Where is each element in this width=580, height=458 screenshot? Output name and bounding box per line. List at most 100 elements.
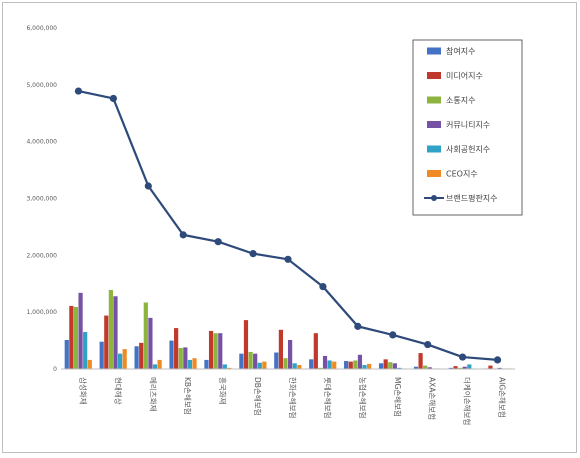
legend-label: 미디어지수: [446, 71, 483, 81]
bar: [148, 317, 153, 369]
bar: [174, 328, 179, 369]
y-tick-label: 5,000,000: [26, 82, 57, 89]
y-axis: 0 1,000,000 2,000,000 3,000,000 4,000,000 5,0…: [26, 25, 57, 373]
x-tick-label: AIG손해보험: [498, 377, 508, 418]
x-tick-label: 메리츠화재: [148, 377, 157, 412]
bar: [448, 367, 454, 369]
line-point: [214, 238, 222, 246]
bar: [262, 361, 267, 369]
x-tick-label: DB손해보험: [253, 377, 263, 416]
bar: [388, 362, 393, 369]
bar: [348, 361, 353, 369]
bar: [453, 366, 458, 369]
legend-swatch: [427, 170, 441, 177]
line-point: [354, 322, 362, 330]
legend-label: 브랜드평판지수: [446, 193, 498, 203]
bar: [297, 365, 302, 369]
bar: [353, 360, 358, 369]
line-point: [144, 182, 152, 190]
x-tick-label: AXA손해보험: [428, 377, 438, 420]
x-axis: 삼성화재 현대해상 메리츠화재 KB손해보험 흥국화재 DB손해보험 한화손해보험 롯데손해보…: [61, 368, 515, 425]
y-tick-label: 2,000,000: [26, 252, 57, 259]
bar: [204, 359, 209, 369]
line-point: [109, 94, 117, 103]
bar: [397, 367, 402, 369]
bar: [104, 315, 109, 369]
bar-series-group: [64, 290, 511, 369]
bar: [318, 367, 323, 369]
x-tick-label: KB손해보험: [183, 377, 193, 415]
legend-label: 사회공헌지수: [446, 145, 490, 154]
x-tick-label: 롯데손해보험: [323, 377, 333, 418]
bar: [344, 361, 349, 369]
legend-swatch: [427, 121, 441, 128]
chart-frame: 0 1,000,000 2,000,000 3,000,000 4,000,000 5,0…: [2, 2, 577, 453]
bar: [427, 367, 432, 369]
bar: [117, 353, 123, 369]
bar: [362, 365, 367, 369]
bar: [423, 365, 428, 369]
bar: [208, 330, 214, 369]
x-tick-label: 더케이손해보험: [463, 377, 473, 425]
x-tick-label: 흥국화재: [218, 377, 228, 405]
bar: [467, 364, 472, 369]
legend-swatch: [427, 72, 441, 79]
bar: [213, 333, 218, 369]
y-tick-label: 0: [53, 366, 57, 373]
bar: [313, 333, 318, 369]
bar: [332, 361, 337, 369]
legend-label: 커뮤니티지수: [446, 120, 490, 130]
bar: [152, 364, 158, 369]
bar: [288, 340, 293, 369]
bar: [87, 359, 92, 369]
bar: [143, 302, 148, 369]
line-point: [74, 87, 83, 95]
bar: [248, 351, 253, 369]
bar: [183, 347, 188, 369]
bar: [413, 366, 419, 369]
bar: [458, 367, 463, 369]
line-point: [284, 255, 292, 263]
legend-label: CEO지수: [446, 170, 478, 179]
bar: [497, 367, 502, 369]
bar: [108, 290, 113, 369]
line-point: [249, 250, 257, 258]
line-point: [424, 340, 432, 349]
bar: [309, 359, 314, 369]
x-tick-label: 현대해상: [113, 377, 123, 405]
bar: [462, 366, 467, 369]
bar: [367, 363, 372, 369]
bar: [113, 296, 118, 369]
bar: [73, 307, 79, 369]
bar: [274, 352, 279, 369]
bar: [243, 320, 249, 369]
y-tick-label: 4,000,000: [26, 139, 57, 146]
bar: [78, 292, 83, 369]
bar: [327, 360, 332, 369]
bar: [392, 363, 397, 369]
bar: [69, 305, 74, 369]
bar: [292, 363, 297, 369]
bar: [64, 340, 69, 369]
legend-swatch: [427, 96, 441, 104]
line-point: [389, 331, 397, 339]
bar: [227, 367, 232, 369]
bar: [283, 358, 288, 369]
legend-label: 참여지수: [446, 46, 475, 56]
chart: 0 1,000,000 2,000,000 3,000,000 4,000,000 5,0…: [26, 25, 523, 425]
y-tick-label: 1,000,000: [26, 309, 57, 316]
bar: [99, 341, 104, 369]
bar: [239, 353, 244, 369]
x-tick-label: MG손해보험: [393, 377, 403, 417]
y-tick-label: 3,000,000: [26, 196, 57, 203]
legend-swatch: [427, 145, 441, 153]
x-tick-label: 삼성화재: [78, 377, 88, 405]
line-point: [179, 231, 187, 239]
bar: [278, 329, 283, 369]
line-point: [493, 356, 502, 364]
bar: [418, 353, 423, 369]
bar: [488, 365, 493, 369]
bar: [187, 359, 193, 369]
bar: [134, 346, 139, 369]
